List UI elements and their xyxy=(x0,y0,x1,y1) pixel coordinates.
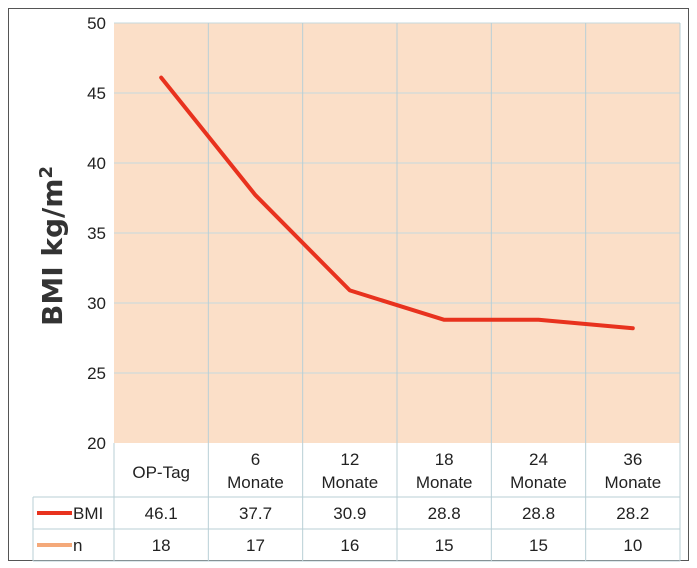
y-tick-label: 35 xyxy=(87,224,106,243)
x-category-label-line1: 12 xyxy=(340,450,359,469)
y-tick-label: 30 xyxy=(87,294,106,313)
table-cell-n: 15 xyxy=(529,536,548,555)
x-category-label-line1: 24 xyxy=(529,450,548,469)
legend-label-bmi: BMI xyxy=(73,504,103,523)
table-cell-bmi: 46.1 xyxy=(145,504,178,523)
y-axis-label: BMI kg/m2 xyxy=(36,166,69,326)
y-tick-label: 50 xyxy=(87,14,106,33)
y-tick-label: 45 xyxy=(87,84,106,103)
y-tick-label: 20 xyxy=(87,434,106,453)
table-cell-n: 10 xyxy=(623,536,642,555)
legend-label-n: n xyxy=(73,536,82,555)
x-category-label: OP-Tag xyxy=(132,463,190,482)
x-category-label-line1: 18 xyxy=(435,450,454,469)
table-cell-n: 17 xyxy=(246,536,265,555)
x-category-label-line1: 36 xyxy=(623,450,642,469)
table-cell-n: 18 xyxy=(152,536,171,555)
x-category-label-line1: 6 xyxy=(251,450,260,469)
table-cell-n: 16 xyxy=(340,536,359,555)
y-tick-label: 25 xyxy=(87,364,106,383)
table-cell-bmi: 28.8 xyxy=(522,504,555,523)
x-category-label-line2: Monate xyxy=(510,473,567,492)
x-category-label-line2: Monate xyxy=(321,473,378,492)
table-cell-n: 15 xyxy=(435,536,454,555)
y-tick-label: 40 xyxy=(87,154,106,173)
series-line-bmi xyxy=(159,75,635,331)
table-cell-bmi: 30.9 xyxy=(333,504,366,523)
x-category-label-line2: Monate xyxy=(604,473,661,492)
x-category-label-line2: Monate xyxy=(227,473,284,492)
table-cell-bmi: 28.8 xyxy=(428,504,461,523)
x-category-label-line2: Monate xyxy=(416,473,473,492)
table-cell-bmi: 28.2 xyxy=(616,504,649,523)
table-cell-bmi: 37.7 xyxy=(239,504,272,523)
